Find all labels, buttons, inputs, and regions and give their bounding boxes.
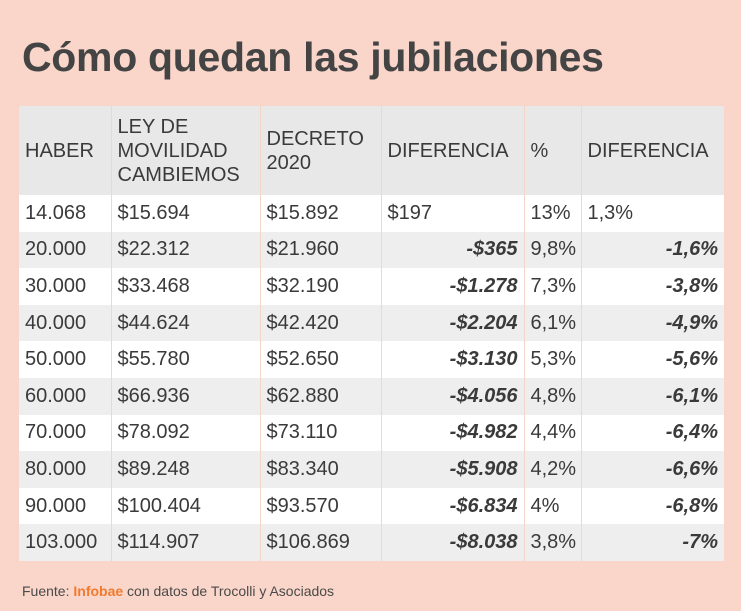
cell-diferencia: $197 xyxy=(381,195,525,232)
cell-diferencia-pct: -3,8% xyxy=(581,268,724,305)
cell-ley: $33.468 xyxy=(111,268,261,305)
cell-diferencia-pct: -6,4% xyxy=(581,414,724,452)
cell-diferencia-pct: 1,3% xyxy=(581,195,724,232)
table-row: 60.000 $66.936 $62.880 -$4.056 4,8% -6,1… xyxy=(19,377,724,415)
cell-pct: 4% xyxy=(524,487,582,525)
cell-decreto: $83.340 xyxy=(260,451,382,488)
cell-haber: 80.000 xyxy=(19,451,112,488)
table-row: 50.000 $55.780 $52.650 -$3.130 5,3% -5,6… xyxy=(19,341,724,378)
source-brand: Infobae xyxy=(73,583,124,599)
cell-haber: 40.000 xyxy=(19,304,112,342)
cell-diferencia: -$8.038 xyxy=(381,524,525,561)
cell-diferencia-pct: -4,9% xyxy=(581,304,724,342)
cell-diferencia: -$4.982 xyxy=(381,414,525,452)
cell-haber: 90.000 xyxy=(19,487,112,525)
cell-pct: 13% xyxy=(524,195,582,232)
source-suffix: con datos de Trocolli y Asociados xyxy=(123,583,335,599)
cell-diferencia: -$5.908 xyxy=(381,451,525,488)
table-row: 40.000 $44.624 $42.420 -$2.204 6,1% -4,9… xyxy=(19,304,724,342)
cell-diferencia-pct: -7% xyxy=(581,524,724,561)
cell-diferencia-pct: -5,6% xyxy=(581,341,724,378)
cell-decreto: $32.190 xyxy=(260,268,382,305)
table-row: 90.000 $100.404 $93.570 -$6.834 4% -6,8% xyxy=(19,487,724,525)
cell-ley: $55.780 xyxy=(111,341,261,378)
cell-haber: 103.000 xyxy=(19,524,112,561)
table-row: 103.000 $114.907 $106.869 -$8.038 3,8% -… xyxy=(19,524,724,561)
cell-pct: 9,8% xyxy=(524,231,582,269)
table-row: 30.000 $33.468 $32.190 -$1.278 7,3% -3,8… xyxy=(19,268,724,305)
cell-haber: 70.000 xyxy=(19,414,112,452)
table-header-row: HABER LEY DE MOVILIDAD CAMBIEMOS DECRETO… xyxy=(19,106,724,195)
header-haber: HABER xyxy=(19,106,112,195)
table-row: 14.068 $15.694 $15.892 $197 13% 1,3% xyxy=(19,195,724,232)
source-note: Fuente: Infobae con datos de Trocolli y … xyxy=(22,583,334,599)
header-diferencia-porcentual: DIFERENCIA xyxy=(581,106,724,195)
cell-diferencia: -$6.834 xyxy=(381,487,525,525)
source-prefix: Fuente: xyxy=(22,583,74,599)
table-row: 70.000 $78.092 $73.110 -$4.982 4,4% -6,4… xyxy=(19,414,724,452)
cell-pct: 4,4% xyxy=(524,414,582,452)
cell-diferencia: -$4.056 xyxy=(381,377,525,415)
cell-decreto: $93.570 xyxy=(260,487,382,525)
cell-ley: $114.907 xyxy=(111,524,261,561)
cell-haber: 50.000 xyxy=(19,341,112,378)
cell-ley: $15.694 xyxy=(111,195,261,232)
cell-pct: 7,3% xyxy=(524,268,582,305)
header-diferencia: DIFERENCIA xyxy=(381,106,525,195)
cell-ley: $78.092 xyxy=(111,414,261,452)
cell-diferencia-pct: -1,6% xyxy=(581,231,724,269)
cell-pct: 4,2% xyxy=(524,451,582,488)
cell-haber: 60.000 xyxy=(19,377,112,415)
cell-decreto: $73.110 xyxy=(260,414,382,452)
cell-diferencia: -$3.130 xyxy=(381,341,525,378)
cell-pct: 5,3% xyxy=(524,341,582,378)
cell-diferencia-pct: -6,8% xyxy=(581,487,724,525)
cell-ley: $22.312 xyxy=(111,231,261,269)
header-ley-movilidad: LEY DE MOVILIDAD CAMBIEMOS xyxy=(111,106,261,195)
cell-diferencia: -$2.204 xyxy=(381,304,525,342)
cell-decreto: $42.420 xyxy=(260,304,382,342)
header-decreto: DECRETO 2020 xyxy=(260,106,382,195)
cell-decreto: $21.960 xyxy=(260,231,382,269)
pension-table: HABER LEY DE MOVILIDAD CAMBIEMOS DECRETO… xyxy=(19,106,724,561)
cell-pct: 4,8% xyxy=(524,377,582,415)
cell-diferencia-pct: -6,6% xyxy=(581,451,724,488)
cell-diferencia: -$1.278 xyxy=(381,268,525,305)
page-title: Cómo quedan las jubilaciones xyxy=(22,34,604,80)
cell-decreto: $106.869 xyxy=(260,524,382,561)
cell-pct: 6,1% xyxy=(524,304,582,342)
cell-pct: 3,8% xyxy=(524,524,582,561)
cell-ley: $66.936 xyxy=(111,377,261,415)
cell-diferencia: -$365 xyxy=(381,231,525,269)
cell-decreto: $15.892 xyxy=(260,195,382,232)
cell-haber: 20.000 xyxy=(19,231,112,269)
cell-decreto: $52.650 xyxy=(260,341,382,378)
cell-ley: $89.248 xyxy=(111,451,261,488)
cell-haber: 14.068 xyxy=(19,195,112,232)
cell-decreto: $62.880 xyxy=(260,377,382,415)
cell-ley: $44.624 xyxy=(111,304,261,342)
cell-diferencia-pct: -6,1% xyxy=(581,377,724,415)
table-row: 20.000 $22.312 $21.960 -$365 9,8% -1,6% xyxy=(19,231,724,269)
cell-ley: $100.404 xyxy=(111,487,261,525)
header-porcentaje: % xyxy=(524,106,582,195)
cell-haber: 30.000 xyxy=(19,268,112,305)
table-row: 80.000 $89.248 $83.340 -$5.908 4,2% -6,6… xyxy=(19,451,724,488)
